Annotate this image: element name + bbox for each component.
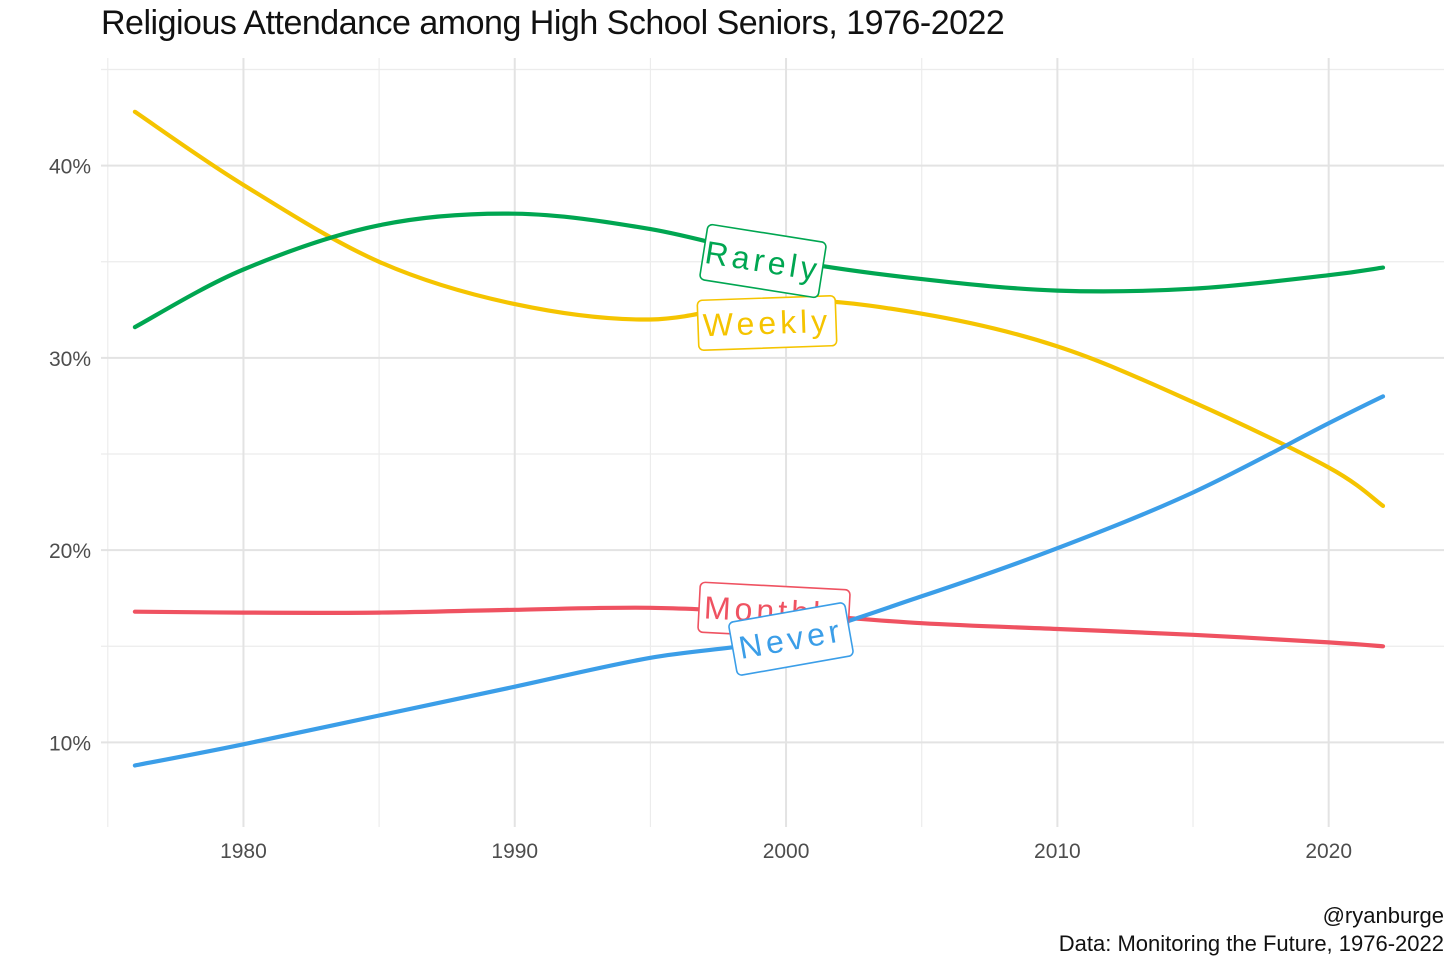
y-axis-ticks: 10% 20% 30% 40% xyxy=(49,156,91,756)
x-axis-ticks: 1980 1990 2000 2010 2020 xyxy=(220,840,1352,863)
y-tick-label: 20% xyxy=(49,540,91,563)
x-tick-label: 2000 xyxy=(763,840,810,863)
caption-handle: @ryanburge xyxy=(1322,903,1444,928)
chart-title: Religious Attendance among High School S… xyxy=(101,4,1005,42)
label-box-never xyxy=(728,602,854,676)
caption-source: Data: Monitoring the Future, 1976-2022 xyxy=(1058,931,1444,956)
x-tick-label: 2010 xyxy=(1034,840,1081,863)
grid-minor xyxy=(101,58,1444,827)
y-tick-label: 30% xyxy=(49,348,91,371)
label-text-weekly: Weekly xyxy=(702,303,832,343)
y-tick-label: 10% xyxy=(49,732,91,755)
label-box-rarely xyxy=(699,223,827,299)
x-tick-label: 2020 xyxy=(1305,840,1352,863)
label-box-weekly xyxy=(696,294,838,352)
series-line-never xyxy=(132,394,1386,768)
x-tick-label: 1980 xyxy=(220,840,267,863)
grid-major xyxy=(101,58,1444,827)
label-weekly: Weekly xyxy=(696,294,838,352)
y-tick-label: 40% xyxy=(49,156,91,179)
label-rarely: Rarely xyxy=(699,223,827,299)
x-tick-label: 1990 xyxy=(491,840,538,863)
label-never: Never xyxy=(728,602,854,676)
